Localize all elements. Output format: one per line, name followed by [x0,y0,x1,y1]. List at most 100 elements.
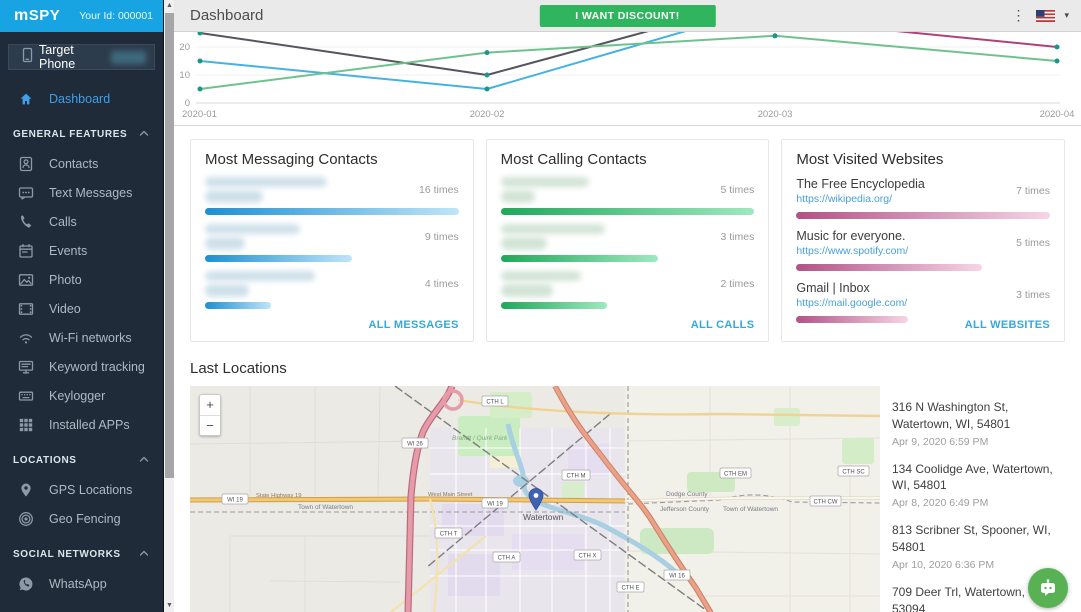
section-general-features[interactable]: GENERAL FEATURES [0,119,163,149]
activity-trend-chart: 0 10 20 2020-01 2020-02 2020-03 2020-04 [174,32,1081,125]
scrollbar-down-arrow[interactable]: ▼ [164,600,175,612]
scrollbar-up-arrow[interactable]: ▲ [164,0,175,12]
card-title: Most Calling Contacts [500,151,647,168]
sidebar-item-wifi-networks[interactable]: Wi-Fi networks [0,323,163,352]
photo-icon [18,272,34,288]
sidebar-item-photo[interactable]: Photo [0,265,163,294]
map-label-wi16: WI 16 [669,574,685,580]
sidebar-nav: Dashboard GENERAL FEATURES Contacts Text… [0,84,163,598]
location-entry: 709 Deer Trl, Watertown, WI, 53094 Apr 9… [892,584,1047,612]
live-chat-button[interactable] [1028,568,1068,608]
chat-bot-icon [1041,579,1055,596]
blurred-contact-name [205,271,315,297]
svg-text:2020-01: 2020-01 [182,109,217,120]
map-zoom-controls: + − [199,394,221,436]
sidebar-item-installed-apps[interactable]: Installed APPs [0,410,163,439]
website-url[interactable]: https://wikipedia.org/ [796,193,893,205]
map-label-cth-m: CTH M [567,474,586,480]
map-label-cth-e: CTH E [622,586,640,592]
sidebar-item-dashboard[interactable]: Dashboard [0,84,163,113]
blurred-contact-name [205,224,300,250]
website-title: The Free Encyclopedia [796,177,925,191]
sidebar-item-label: Dashboard [49,91,111,106]
sidebar-item-video[interactable]: Video [0,294,163,323]
svg-text:2020-04: 2020-04 [1040,109,1075,120]
card-most-calling-contacts: Most Calling Contacts 5 times 3 times [485,139,770,342]
map-label-main-street: West Main Street [428,492,473,498]
map-label-cth-a: CTH A [498,556,516,562]
sidebar-header: mSPY Your Id: 000001 [0,0,163,32]
sidebar-item-keylogger[interactable]: Keylogger [0,381,163,410]
sidebar-item-gps-locations[interactable]: GPS Locations [0,475,163,504]
card-title: Most Messaging Contacts [205,151,378,168]
discount-button[interactable]: I WANT DISCOUNT! [539,5,716,27]
map-label-cth-t: CTH T [440,532,458,538]
all-messages-link[interactable]: ALL MESSAGES [368,319,459,331]
last-locations-section: Last Locations [174,351,1081,612]
geo-fencing-icon [18,511,34,527]
map-zoom-in-button[interactable]: + [200,395,220,415]
website-row: Music for everyone. https://www.spotify.… [796,229,1050,271]
sidebar-item-calls[interactable]: Calls [0,207,163,236]
gps-pin-icon [18,482,34,498]
website-row: The Free Encyclopedia https://wikipedia.… [796,177,1051,219]
blurred-contact-name [500,177,589,203]
section-social-networks[interactable]: SOCIAL NETWORKS [0,539,163,569]
sidebar-item-keyword-tracking[interactable]: Keyword tracking [0,352,163,381]
vertical-scrollbar[interactable]: ▲ ▼ [163,0,175,612]
target-phone-selector[interactable]: Target Phone [8,43,155,71]
section-locations[interactable]: LOCATIONS [0,445,163,475]
keylogger-icon [18,388,34,404]
sidebar-item-text-messages[interactable]: Text Messages [0,178,163,207]
main-content: Dashboard I WANT DISCOUNT! ⋮ ▾ 0 10 20 2020… [174,0,1081,612]
contact-row: 16 times [205,177,459,215]
whatsapp-icon [18,576,34,592]
caret-down-icon[interactable]: ▾ [1064,10,1069,20]
map-label-cth-em: CTH EM [724,472,747,478]
text-messages-icon [18,185,34,201]
chevron-up-icon [139,549,149,560]
scrollbar-thumb[interactable] [165,13,174,478]
visit-count-bar [796,212,1051,219]
map-zoom-out-button[interactable]: − [200,415,220,435]
blurred-phone-name [111,50,146,64]
kebab-menu-icon[interactable]: ⋮ [1011,7,1026,23]
all-calls-link[interactable]: ALL CALLS [690,319,755,331]
us-flag-icon[interactable] [1036,9,1056,22]
blurred-contact-name [205,177,327,203]
wifi-icon [18,330,34,346]
website-url[interactable]: https://www.spotify.com/ [796,245,909,257]
visit-count-bar [796,264,982,271]
card-most-visited-websites: Most Visited Websites The Free Encyclope… [781,139,1066,342]
map-label-town-of-watertown: Town of Watertown [298,504,353,511]
calls-icon [18,214,34,230]
location-entry: 134 Coolidge Ave, Watertown, WI, 54801 A… [892,461,1053,510]
video-icon [18,301,34,317]
phone-icon [19,47,35,68]
website-title: Music for everyone. [796,229,906,243]
sidebar-item-geo-fencing[interactable]: Geo Fencing [0,504,163,533]
contact-row: 9 times [205,224,459,262]
visit-count-bar [796,316,908,323]
topbar: Dashboard I WANT DISCOUNT! ⋮ ▾ [174,0,1081,32]
locations-map[interactable]: WI 26 WI 19 WI 19 WI 16 CTH L CTH M [190,386,880,612]
location-entry: 813 Scribner St, Spooner, WI, 54801 Apr … [892,523,1051,571]
map-pin-marker[interactable] [528,488,544,511]
sidebar-item-whatsapp[interactable]: WhatsApp [0,569,163,598]
all-websites-link[interactable]: ALL WEBSITES [964,319,1051,331]
website-row: Gmail | Inbox https://mail.google.com/ 3… [796,281,1050,323]
map-label-wi19: WI 19 [227,498,243,504]
map-label-cth-cw: CTH CW [814,500,838,506]
location-entries-list: 316 N Washington St, Watertown, WI, 5480… [880,386,1081,612]
website-title: Gmail | Inbox [796,281,870,295]
svg-text:0: 0 [185,98,190,109]
events-icon [18,243,34,259]
sidebar-item-events[interactable]: Events [0,236,163,265]
map-label-cth-sc: CTH SC [842,470,865,476]
map-label-wi19-2: WI 19 [487,502,503,508]
svg-text:2020-03: 2020-03 [758,109,793,120]
sidebar-item-contacts[interactable]: Contacts [0,149,163,178]
svg-text:10: 10 [179,70,190,81]
website-url[interactable]: https://mail.google.com/ [796,297,908,309]
